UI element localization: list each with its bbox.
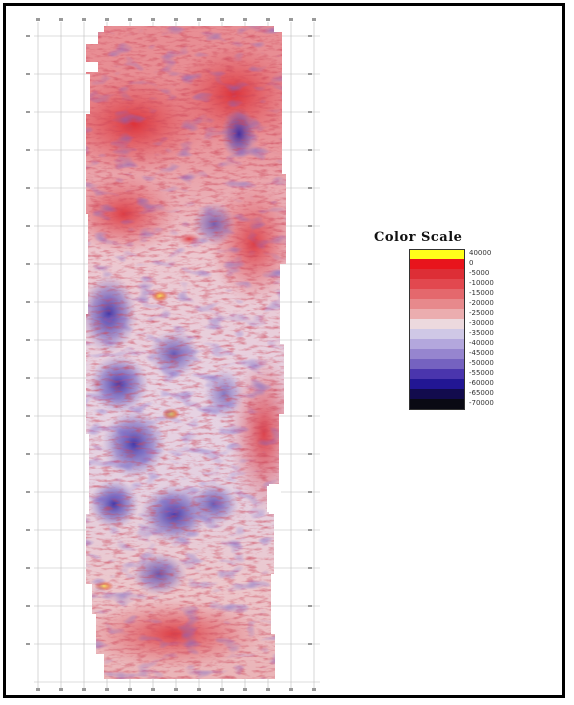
color-scale-swatch xyxy=(409,379,465,389)
color-scale-row: 40000 xyxy=(372,249,512,259)
color-scale-swatch xyxy=(409,339,465,349)
color-scale-row: -70000 xyxy=(372,399,512,409)
color-scale-swatch xyxy=(409,289,465,299)
color-scale-label: -55000 xyxy=(469,369,494,377)
anomaly-map xyxy=(24,14,324,696)
color-scale-swatch xyxy=(409,349,465,359)
color-scale-row: -5000 xyxy=(372,269,512,279)
color-scale-row: 0 xyxy=(372,259,512,269)
color-scale-row: -15000 xyxy=(372,289,512,299)
color-scale-swatch xyxy=(409,329,465,339)
color-scale-swatch xyxy=(409,389,465,399)
survey-strip xyxy=(86,26,286,679)
right-tick-marks xyxy=(308,35,312,645)
color-scale-row: -50000 xyxy=(372,359,512,369)
color-scale-label: 0 xyxy=(469,259,474,267)
color-scale-swatch xyxy=(409,269,465,279)
color-scale-row: -45000 xyxy=(372,349,512,359)
left-tick-marks xyxy=(26,35,30,645)
color-scale-swatch xyxy=(409,369,465,379)
color-scale-label: -60000 xyxy=(469,379,494,387)
anomaly-map-canvas xyxy=(26,18,320,691)
color-scale-swatch xyxy=(409,259,465,269)
color-scale-label: -15000 xyxy=(469,289,494,297)
color-scale-legend: Color Scale 40000 0 -5000 -10000 -15000 -2000… xyxy=(372,230,512,410)
color-scale-label: -35000 xyxy=(469,329,494,337)
color-scale-swatch xyxy=(409,249,465,259)
strip-notch xyxy=(86,62,98,72)
color-scale-row: -25000 xyxy=(372,309,512,319)
color-scale-row: -20000 xyxy=(372,299,512,309)
color-scale-row: -30000 xyxy=(372,319,512,329)
color-scale-row: -55000 xyxy=(372,369,512,379)
top-tick-marks xyxy=(36,18,316,21)
color-scale-swatch xyxy=(409,299,465,309)
bottom-tick-marks xyxy=(36,688,316,691)
strip-notch xyxy=(267,486,281,512)
color-scale-label: -45000 xyxy=(469,349,494,357)
color-scale-label: -5000 xyxy=(469,269,490,277)
color-scale-row: -35000 xyxy=(372,329,512,339)
color-scale-row: -10000 xyxy=(372,279,512,289)
color-scale-row: -65000 xyxy=(372,389,512,399)
color-scale-label: -30000 xyxy=(469,319,494,327)
color-scale-row: -60000 xyxy=(372,379,512,389)
color-scale-row: -40000 xyxy=(372,339,512,349)
color-scale-label: -40000 xyxy=(469,339,494,347)
color-scale-label: -10000 xyxy=(469,279,494,287)
color-scale-label: -65000 xyxy=(469,389,494,397)
color-scale-title: Color Scale xyxy=(374,230,463,245)
color-scale-swatch xyxy=(409,279,465,289)
color-scale-rows: 40000 0 -5000 -10000 -15000 -20000 -25000 -3000… xyxy=(372,249,512,410)
color-scale-label: 40000 xyxy=(469,249,492,257)
color-scale-swatch xyxy=(409,399,465,409)
color-scale-swatch xyxy=(409,309,465,319)
color-scale-label: -50000 xyxy=(469,359,494,367)
color-scale-bottom-border xyxy=(409,409,465,410)
figure-frame: Color Scale 40000 0 -5000 -10000 -15000 -2000… xyxy=(3,3,565,698)
color-scale-swatch xyxy=(409,359,465,369)
color-scale-label: -25000 xyxy=(469,309,494,317)
color-scale-label: -70000 xyxy=(469,399,494,407)
color-scale-swatch xyxy=(409,319,465,329)
color-scale-label: -20000 xyxy=(469,299,494,307)
